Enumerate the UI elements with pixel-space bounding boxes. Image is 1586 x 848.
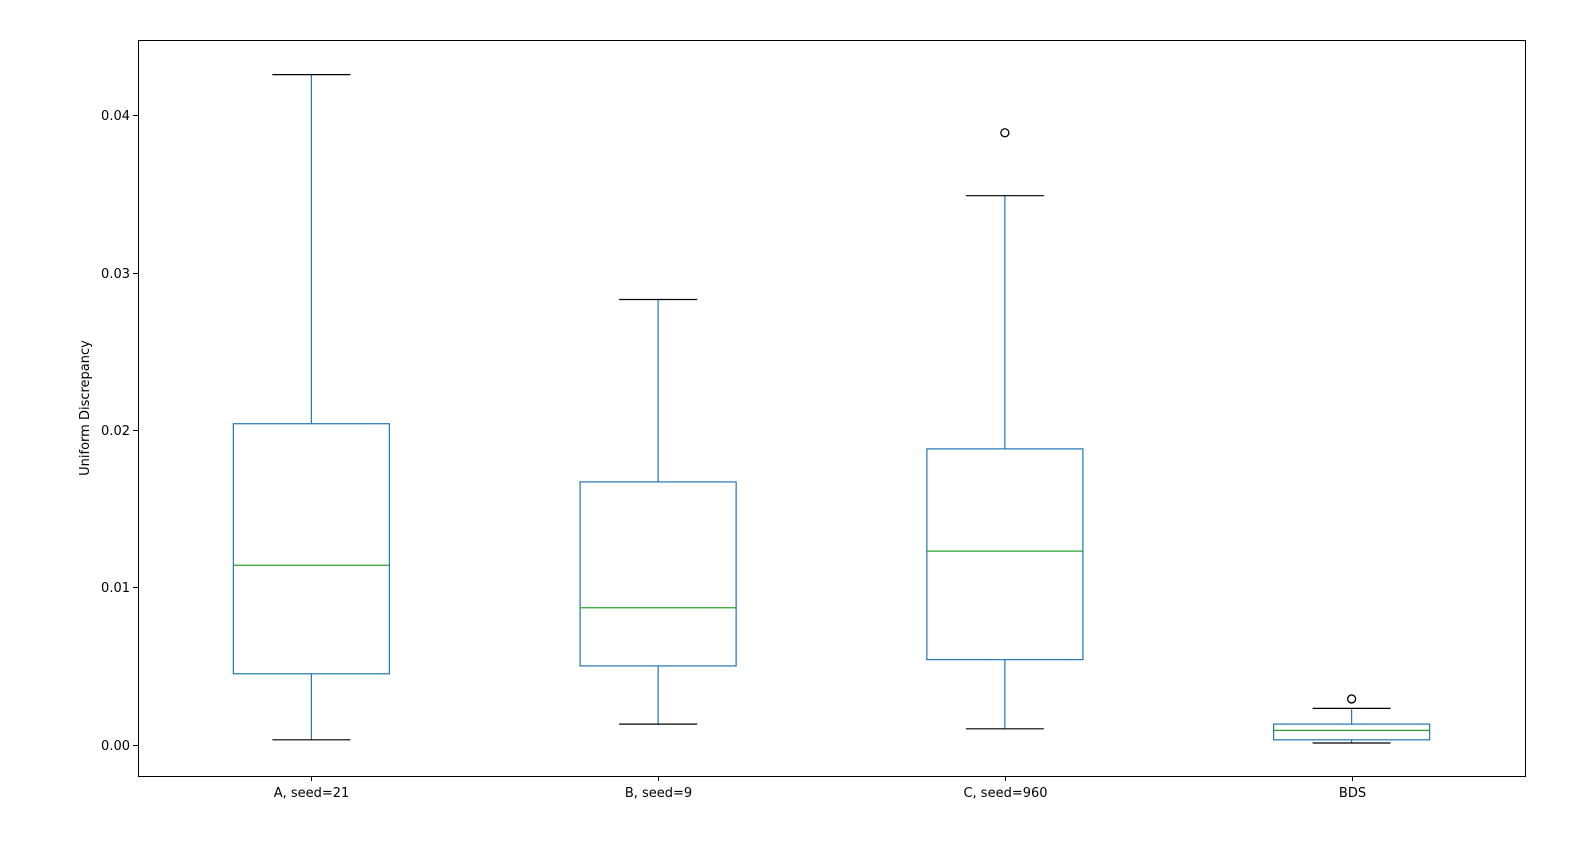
plot-frame <box>138 40 1526 777</box>
outlier-point <box>1346 694 1357 704</box>
x-tick-label: A, seed=21 <box>274 786 350 801</box>
box <box>579 481 737 667</box>
box <box>926 448 1084 661</box>
box-group <box>1273 694 1431 744</box>
x-tick-label: B, seed=9 <box>625 786 692 801</box>
y-tick-label: 0.01 <box>101 581 130 596</box>
box <box>1273 723 1431 741</box>
y-tick-label: 0.00 <box>101 739 130 754</box>
outlier-point <box>1000 128 1010 138</box>
y-tick-label: 0.03 <box>101 267 130 282</box>
y-tick-label: 0.04 <box>101 109 130 124</box>
x-tick-label: C, seed=960 <box>963 786 1047 801</box>
x-tick-label: BDS <box>1339 786 1366 801</box>
box-group <box>579 298 737 725</box>
box-group <box>232 73 390 741</box>
box-group <box>926 128 1084 730</box>
y-tick-label: 0.02 <box>101 424 130 439</box>
y-axis-label: Uniform Discrepancy <box>78 340 93 476</box>
box <box>232 423 390 675</box>
